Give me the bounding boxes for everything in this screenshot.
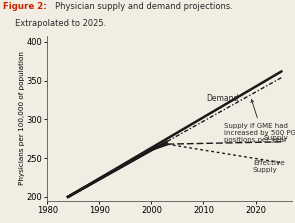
Text: Supply: Supply [263, 135, 288, 141]
Text: Supply if GME had
increased by 500 PGY
positions per year: Supply if GME had increased by 500 PGY p… [224, 100, 295, 143]
Y-axis label: Physicians per 100,000 of population: Physicians per 100,000 of population [19, 51, 25, 185]
Text: Figure 2:: Figure 2: [3, 2, 47, 11]
Text: Demand: Demand [206, 94, 238, 103]
Text: Extrapolated to 2025.: Extrapolated to 2025. [15, 19, 106, 28]
Text: Effective
Supply: Effective Supply [253, 160, 285, 173]
Text: Physician supply and demand projections.: Physician supply and demand projections. [55, 2, 232, 11]
